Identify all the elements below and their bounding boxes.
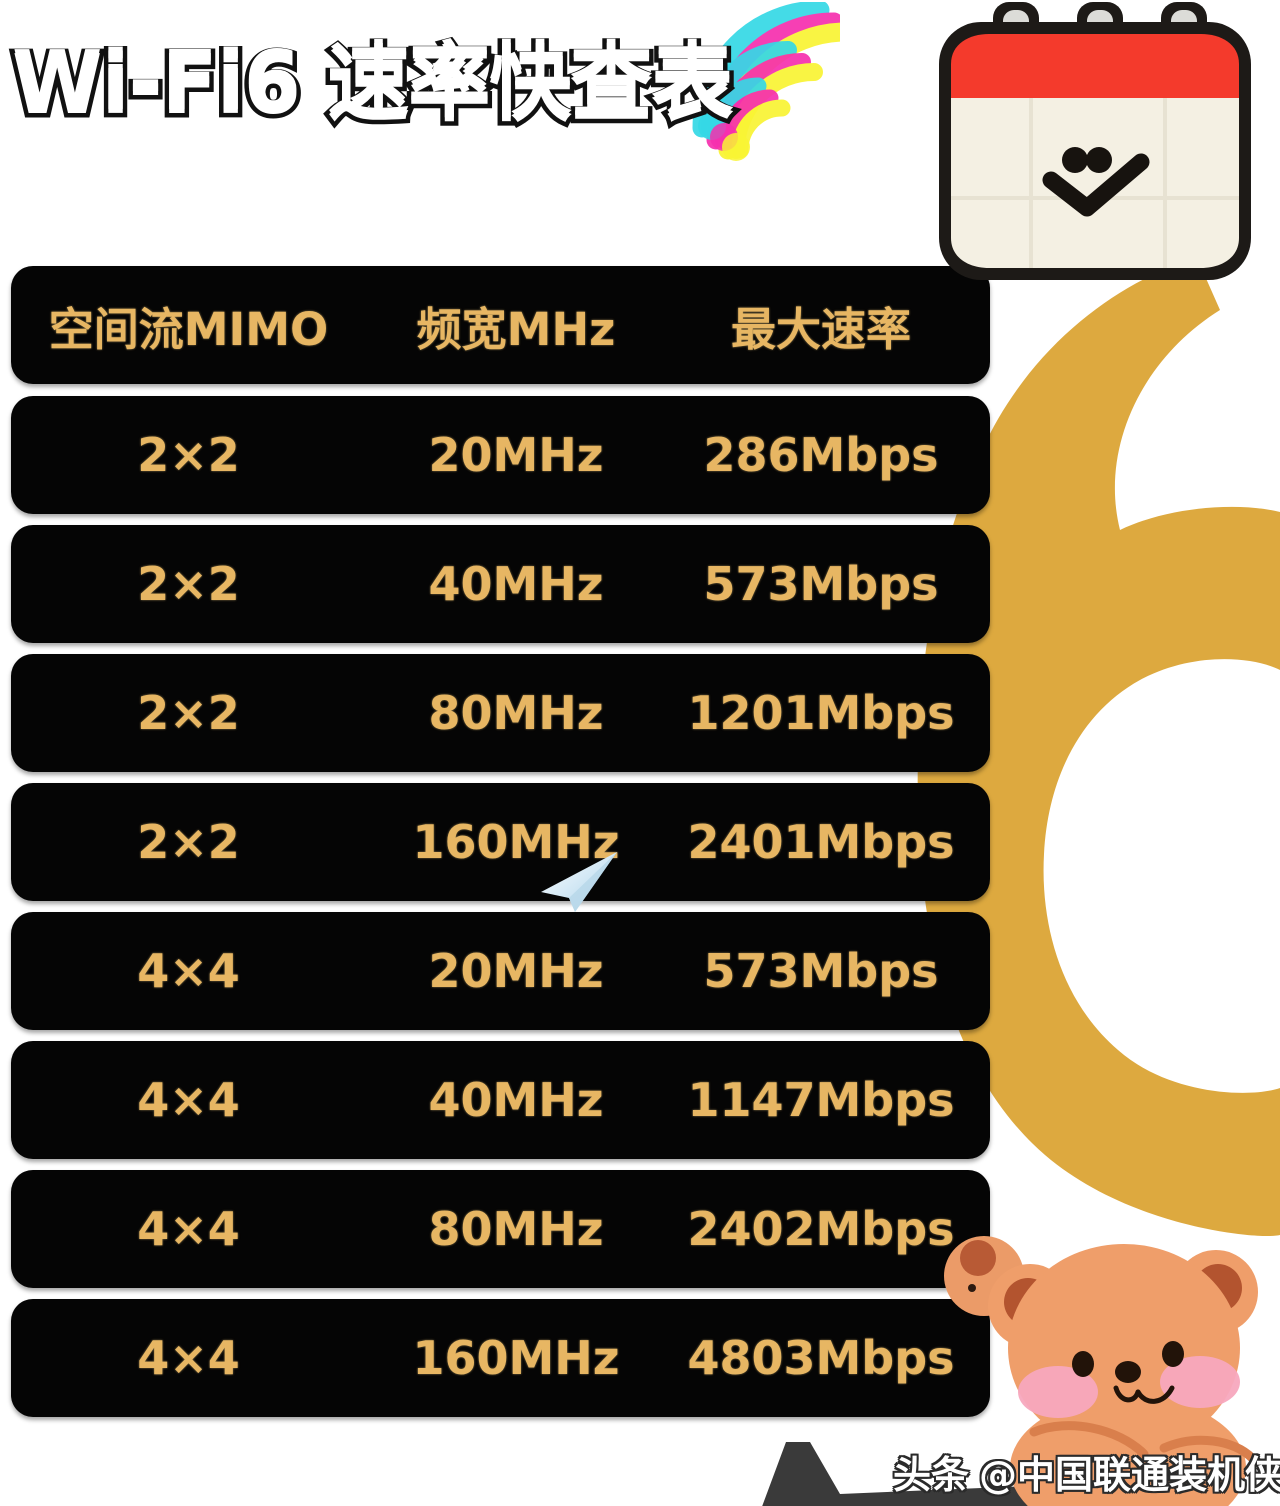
cell-bandwidth: 20MHz xyxy=(428,428,604,482)
teddy-bear-sticker-icon xyxy=(944,1236,1258,1506)
cell-speed: 2402Mbps xyxy=(687,1202,955,1256)
page-title-fill: Wi-Fi6 速率快查表 xyxy=(12,34,733,129)
cell-mimo: 2×2 xyxy=(137,557,240,611)
cell-bandwidth: 20MHz xyxy=(428,944,604,998)
wifi-signal-icon xyxy=(692,2,840,161)
cell-mimo: 4×4 xyxy=(137,1202,240,1256)
cell-speed: 573Mbps xyxy=(703,944,939,998)
cell-speed: 2401Mbps xyxy=(687,815,955,869)
cell-mimo: 4×4 xyxy=(137,944,240,998)
table-header-row: 空间流MIMO 频宽MHz 最大速率 xyxy=(11,266,990,384)
cell-mimo: 4×4 xyxy=(137,1331,240,1385)
table-row[interactable]: 2×2 80MHz 1201Mbps xyxy=(11,654,990,772)
table-row[interactable]: 2×2 160MHz 2401Mbps xyxy=(11,783,990,901)
watermark: 头条 @中国联通装机侠 xyxy=(893,1444,1280,1499)
calendar-smiley-icon xyxy=(939,2,1251,280)
cell-mimo: 2×2 xyxy=(137,428,240,482)
table-row[interactable]: 4×4 160MHz 4803Mbps xyxy=(11,1299,990,1417)
cell-bandwidth: 80MHz xyxy=(428,1202,604,1256)
table-row[interactable]: 4×4 80MHz 2402Mbps xyxy=(11,1170,990,1288)
cell-bandwidth: 40MHz xyxy=(428,1073,604,1127)
column-header-speed: 最大速率 xyxy=(730,302,911,356)
watermark-account: @中国联通装机侠 xyxy=(979,1453,1280,1497)
cell-speed: 1201Mbps xyxy=(687,686,955,740)
cell-speed: 1147Mbps xyxy=(687,1073,955,1127)
page-title-outline: Wi-Fi6 速率快查表 xyxy=(7,38,737,133)
table-row[interactable]: 2×2 20MHz 286Mbps xyxy=(11,396,990,514)
cell-speed: 4803Mbps xyxy=(687,1331,955,1385)
cell-bandwidth: 160MHz xyxy=(412,1331,620,1385)
cell-mimo: 2×2 xyxy=(137,815,240,869)
watermark-brand: 头条 xyxy=(893,1453,970,1497)
page-title: Wi-Fi6 速率快查表 Wi-Fi6 速率快查表 xyxy=(7,26,737,146)
cell-mimo: 4×4 xyxy=(137,1073,240,1127)
cell-speed: 286Mbps xyxy=(703,428,939,482)
cell-bandwidth: 40MHz xyxy=(428,557,604,611)
table-row[interactable]: 2×2 40MHz 573Mbps xyxy=(11,525,990,643)
cell-bandwidth: 80MHz xyxy=(428,686,604,740)
cell-mimo: 2×2 xyxy=(137,686,240,740)
cell-speed: 573Mbps xyxy=(703,557,939,611)
column-header-mimo: 空间流MIMO xyxy=(48,302,329,356)
dark-decoration-shape xyxy=(762,1442,1030,1506)
cell-bandwidth: 160MHz xyxy=(412,815,620,869)
table-row[interactable]: 4×4 20MHz 573Mbps xyxy=(11,912,990,1030)
spec-table: 空间流MIMO 频宽MHz 最大速率 2×2 20MHz 286Mbps 2×2… xyxy=(0,266,990,1428)
table-row[interactable]: 4×4 40MHz 1147Mbps xyxy=(11,1041,990,1159)
column-header-bandwidth: 频宽MHz xyxy=(416,302,616,356)
